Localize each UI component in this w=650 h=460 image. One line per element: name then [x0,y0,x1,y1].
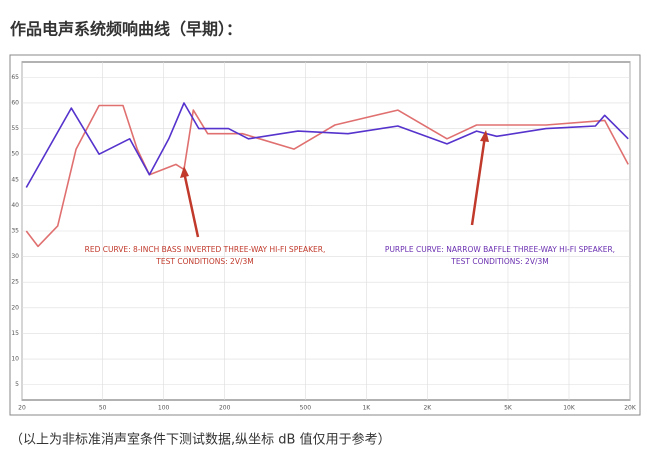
x-tick-label: 50 [99,405,107,412]
y-tick-label: 40 [11,202,19,209]
x-tick-label: 20K [624,405,637,412]
red-arrow-head [180,166,189,178]
x-tick-label: 5K [504,405,513,412]
y-tick-label: 30 [11,253,19,260]
x-tick-label: 200 [219,405,231,412]
chart-title: 作品电声系统频响曲线（早期）： [10,20,242,39]
purple-arrow-head [480,130,489,142]
x-tick-label: 20 [18,405,26,412]
y-tick-label: 5 [15,381,19,388]
x-tick-label: 2K [423,405,432,412]
y-tick-label: 45 [11,176,19,183]
annotation: PURPLE CURVE: NARROW BAFFLE THREE-WAY HI… [385,245,615,254]
footnote: （以上为非标准消声室条件下测试数据,纵坐标 dB 值仅用于参考） [10,432,391,448]
x-tick-label: 1K [362,405,371,412]
series-line [25,102,629,188]
series-line [25,104,629,248]
y-tick-label: 25 [11,279,19,286]
grid [21,62,631,400]
x-tick-label: 500 [300,405,312,412]
y-tick-label: 15 [11,330,19,337]
y-tick-label: 20 [11,304,19,311]
x-tick-label: 100 [158,405,170,412]
lines [25,102,629,248]
purple-arrow [470,135,487,226]
annotation: TEST CONDITIONS: 2V/3M [155,257,253,266]
annotation: RED CURVE: 8-INCH BASS INVERTED THREE-WA… [85,245,326,254]
annotation: TEST CONDITIONS: 2V/3M [450,257,548,266]
y-tick-label: 65 [11,74,19,81]
red-arrow [182,171,200,238]
y-tick-label: 60 [11,99,19,106]
y-tick-label: 50 [11,151,19,158]
x-tick-label: 10K [563,405,576,412]
y-tick-label: 35 [11,228,19,235]
y-tick-label: 10 [11,356,19,363]
y-tick-label: 55 [11,125,19,132]
